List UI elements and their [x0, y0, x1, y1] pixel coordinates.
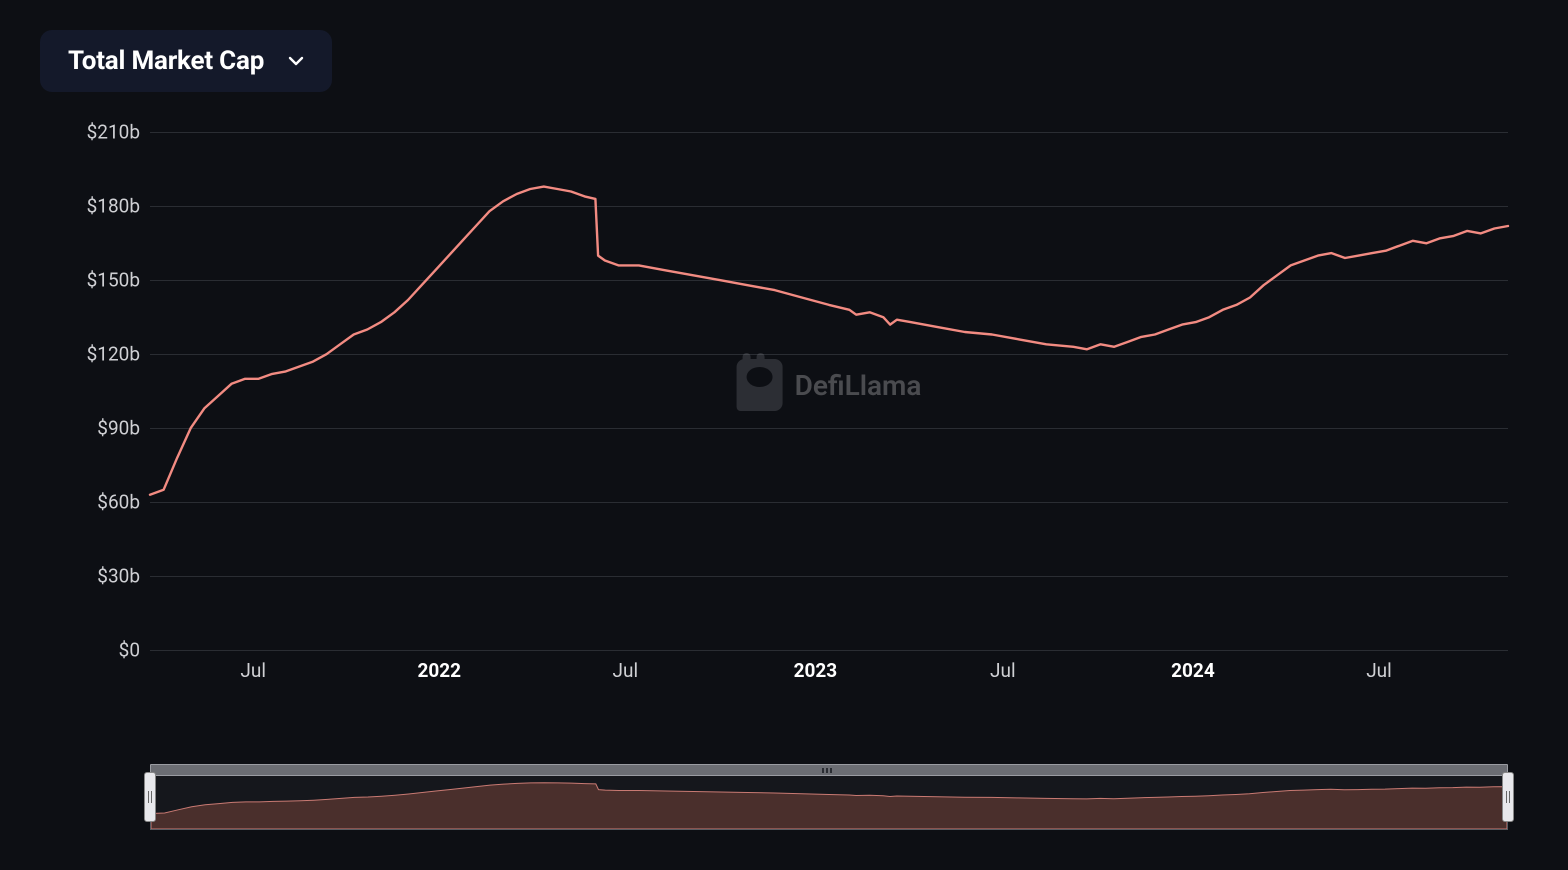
metric-dropdown-label: Total Market Cap: [68, 46, 264, 76]
y-axis-label: $30b: [60, 565, 140, 588]
grip-icon: [822, 768, 836, 773]
range-handle-left[interactable]: [144, 772, 156, 822]
y-axis-label: $210b: [60, 121, 140, 144]
x-axis-label: Jul: [990, 659, 1016, 682]
x-axis-label: 2023: [794, 659, 838, 682]
y-axis-label: $60b: [60, 491, 140, 514]
x-axis-label: Jul: [613, 659, 639, 682]
metric-dropdown[interactable]: Total Market Cap: [40, 30, 332, 92]
chart-line: [150, 120, 1508, 650]
chevron-down-icon: [288, 53, 304, 69]
x-axis-label: 2024: [1171, 659, 1215, 682]
chart-container: Total Market Cap DefiLlama $0 $30b $60b $90…: [0, 0, 1568, 870]
range-scrollbar[interactable]: [150, 764, 1508, 776]
y-axis-label: $150b: [60, 269, 140, 292]
x-axis-label: Jul: [240, 659, 266, 682]
range-handle-right[interactable]: [1502, 772, 1514, 822]
y-axis-label: $90b: [60, 417, 140, 440]
main-chart: DefiLlama $0 $30b $60b $90b $120b $150b $180b $…: [60, 120, 1508, 700]
plot-area[interactable]: DefiLlama: [150, 120, 1508, 650]
y-axis-label: $180b: [60, 195, 140, 218]
range-selector[interactable]: [150, 764, 1508, 830]
gridline: [150, 650, 1508, 651]
x-axis-label: Jul: [1366, 659, 1392, 682]
y-axis-label: $120b: [60, 343, 140, 366]
y-axis-label: $0: [60, 639, 140, 662]
x-axis-label: 2022: [417, 659, 461, 682]
range-mini-chart: [150, 776, 1508, 830]
